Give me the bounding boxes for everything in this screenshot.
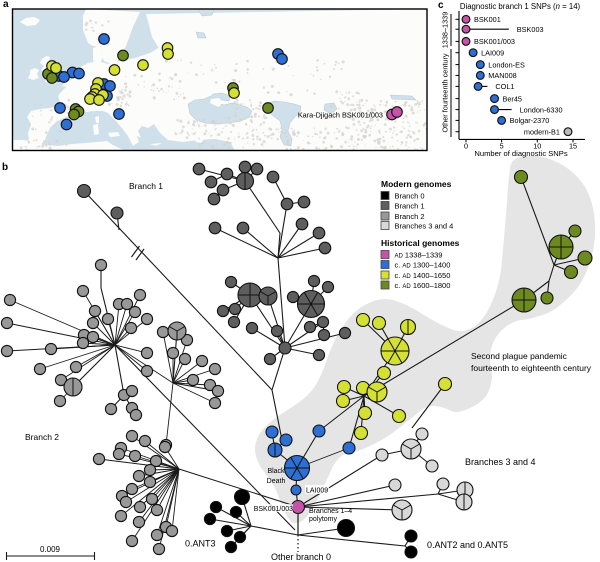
svg-text:Branch 1: Branch 1	[395, 201, 425, 210]
svg-text:Branch 1: Branch 1	[129, 181, 163, 191]
svg-text:Other fourteenth century: Other fourteenth century	[441, 53, 450, 132]
svg-text:BSK001/003: BSK001/003	[254, 506, 293, 513]
svg-text:Black: Black	[267, 468, 285, 475]
svg-text:Branch 2: Branch 2	[395, 212, 425, 221]
svg-text:b: b	[2, 162, 8, 173]
svg-text:London-6330: London-6330	[520, 105, 563, 114]
svg-text:Branch 2: Branch 2	[25, 432, 59, 442]
svg-text:c. AD 1300–1400: c. AD 1300–1400	[395, 260, 451, 269]
svg-text:0: 0	[464, 141, 468, 150]
svg-text:Other branch 0: Other branch 0	[271, 552, 331, 562]
svg-text:c. AD 1600–1800: c. AD 1600–1800	[395, 281, 451, 290]
svg-text:10: 10	[533, 141, 541, 150]
svg-text:0.009: 0.009	[40, 545, 61, 554]
svg-text:Branches 1–4: Branches 1–4	[309, 508, 352, 515]
svg-text:Historical genomes: Historical genomes	[381, 238, 460, 248]
svg-text:BSK001/003: BSK001/003	[474, 37, 515, 46]
svg-text:Second plague pandemic: Second plague pandemic	[471, 351, 568, 361]
svg-text:fourteenth to eighteenth centu: fourteenth to eighteenth century	[471, 363, 592, 373]
svg-text:c: c	[438, 0, 444, 11]
svg-text:Diagnostic branch 1 SNPs (n =: Diagnostic branch 1 SNPs (n = 14)	[460, 2, 581, 11]
svg-text:a: a	[3, 0, 9, 10]
svg-text:LAI009: LAI009	[481, 48, 504, 57]
svg-text:15: 15	[569, 141, 577, 150]
svg-text:polytomy: polytomy	[309, 516, 338, 523]
svg-text:BSK001: BSK001	[474, 15, 501, 24]
svg-text:Kara-Djigach BSK001/003: Kara-Djigach BSK001/003	[298, 111, 383, 120]
svg-text:0.ANT3: 0.ANT3	[185, 539, 216, 549]
svg-text:Number of diagnostic SNPs: Number of diagnostic SNPs	[474, 149, 567, 158]
svg-text:5: 5	[500, 141, 504, 150]
svg-text:Bolgar-2370: Bolgar-2370	[510, 116, 550, 125]
svg-text:London-ES: London-ES	[488, 60, 525, 69]
svg-text:COL1: COL1	[495, 82, 514, 91]
svg-text:Branches 3 and 4: Branches 3 and 4	[395, 221, 454, 230]
svg-text:Branches 3 and 4: Branches 3 and 4	[465, 457, 536, 467]
svg-text:Branch 0: Branch 0	[395, 191, 425, 200]
svg-text:Ber45: Ber45	[503, 94, 522, 103]
svg-text:c. AD 1400–1650: c. AD 1400–1650	[395, 271, 451, 280]
svg-text:modern-B1: modern-B1	[524, 127, 560, 136]
svg-text:1338–1339: 1338–1339	[441, 12, 450, 49]
svg-text:AD 1338–1339: AD 1338–1339	[395, 250, 443, 259]
svg-text:MAN008: MAN008	[488, 71, 516, 80]
svg-text:Death: Death	[267, 478, 286, 485]
svg-text:0.ANT2 and 0.ANT5: 0.ANT2 and 0.ANT5	[427, 540, 508, 550]
svg-text:BSK003: BSK003	[517, 25, 544, 34]
svg-text:Modern genomes: Modern genomes	[381, 179, 452, 189]
svg-text:LAI009: LAI009	[306, 488, 328, 495]
